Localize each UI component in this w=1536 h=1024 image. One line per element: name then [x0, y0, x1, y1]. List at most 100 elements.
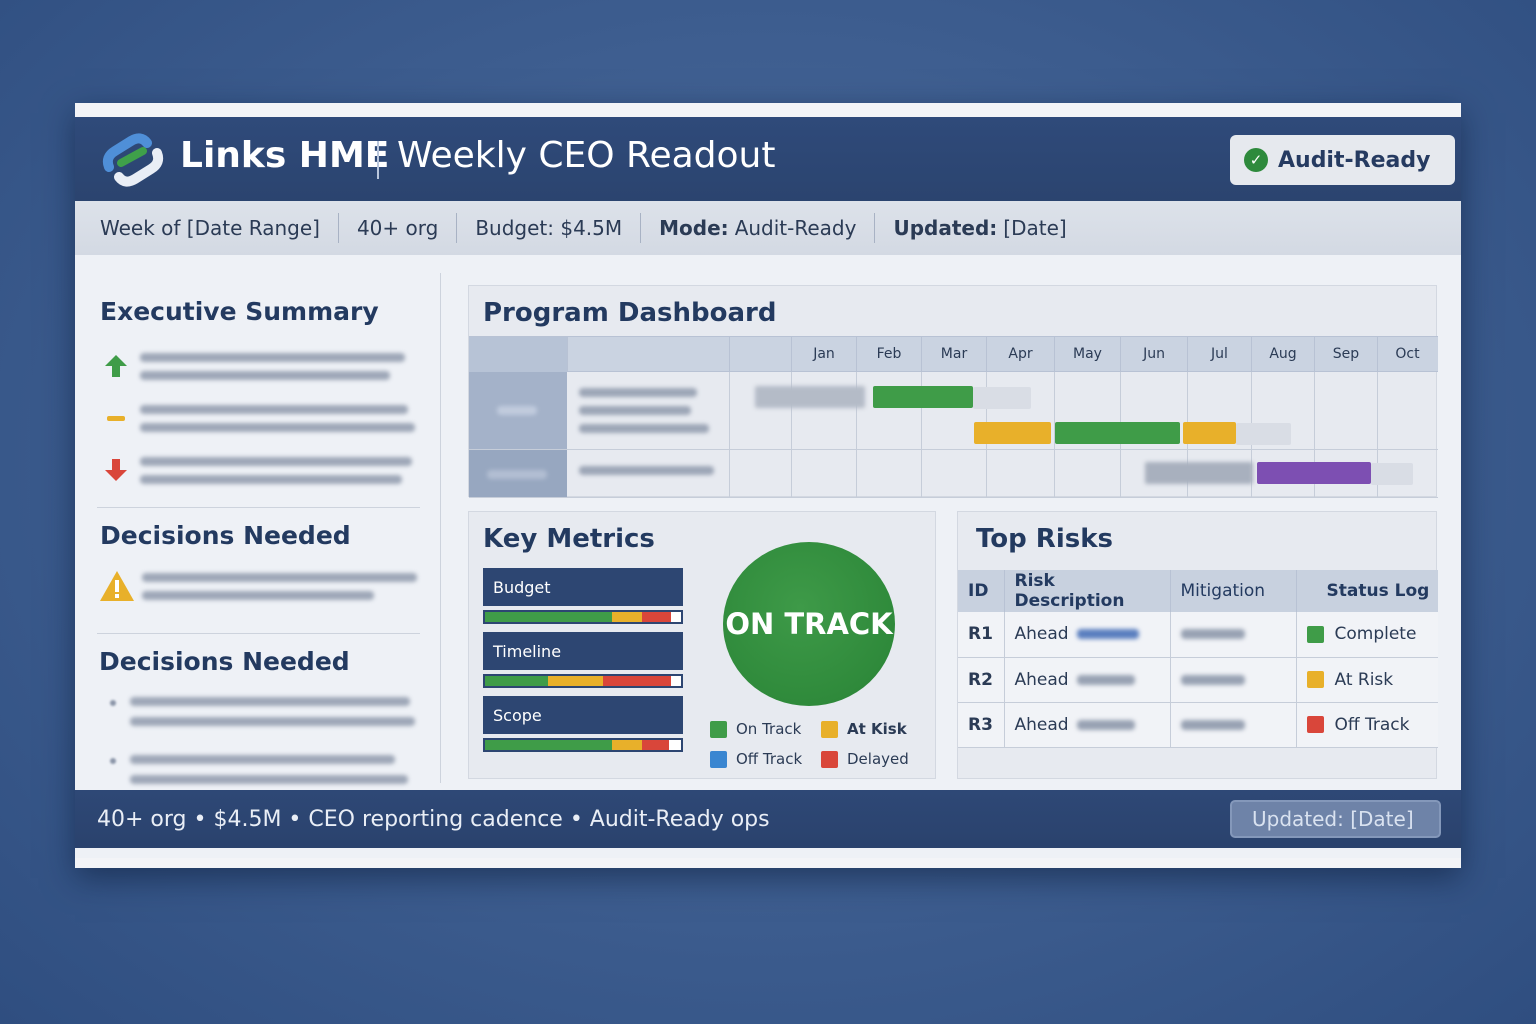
- metric-timeline[interactable]: Timeline: [483, 632, 683, 688]
- legend-off-track: Off Track: [710, 750, 802, 768]
- gantt-track: [1371, 463, 1413, 485]
- badge-label: Audit-Ready: [1278, 147, 1431, 173]
- legend-swatch: [710, 720, 727, 738]
- gantt-gridline: [1377, 372, 1378, 498]
- risk-status: At Risk: [1296, 657, 1438, 703]
- legend-label: At Kisk: [847, 720, 907, 738]
- gantt-chart: Jan Feb Mar Apr May Jun Jul Aug Sep Oct: [469, 336, 1438, 498]
- month-sep: Sep: [1314, 336, 1377, 372]
- gantt-blank-header: [729, 336, 791, 372]
- legend-delayed: Delayed: [821, 750, 909, 768]
- risk-description: Ahead: [1004, 612, 1171, 658]
- footer-summary: 40+ org • $4.5M • CEO reporting cadence …: [97, 806, 770, 832]
- top-risks-panel: Top Risks ID Risk Description Mitigation…: [957, 511, 1438, 779]
- metric-label: Budget: [483, 568, 683, 606]
- org-size-text: 40+ org: [356, 216, 439, 240]
- col-id[interactable]: ID: [958, 570, 1005, 612]
- gantt-row: [469, 450, 1438, 498]
- col-mitigation[interactable]: Mitigation: [1170, 570, 1297, 612]
- budget-info: Budget: $4.5M: [457, 213, 642, 243]
- gantt-gridline: [791, 372, 792, 498]
- month-aug: Aug: [1251, 336, 1314, 372]
- risk-desc-text: Ahead: [1014, 714, 1069, 735]
- top-risks-title: Top Risks: [976, 524, 1113, 554]
- section-divider: [97, 507, 420, 508]
- status-swatch: [1306, 625, 1324, 643]
- gantt-gridline: [1314, 372, 1315, 498]
- summary-item: [100, 349, 420, 389]
- risk-mitigation: [1170, 702, 1297, 748]
- page-title: Weekly CEO Readout: [397, 135, 776, 176]
- decisions-needed-title-2: Decisions Needed: [99, 647, 350, 676]
- decision-item: [100, 569, 420, 609]
- gantt-bar[interactable]: [755, 386, 865, 408]
- metric-scope[interactable]: Scope: [483, 696, 683, 752]
- risk-id: R3: [958, 702, 1005, 748]
- legend-label: On Track: [736, 720, 802, 738]
- brand-name: Links HME: [180, 135, 390, 176]
- mode-value: Audit-Ready: [734, 216, 857, 240]
- month-mar: Mar: [921, 336, 986, 372]
- header-bar: Links HME Weekly CEO Readout ✓ Audit-Rea…: [75, 117, 1461, 201]
- dash-icon: [107, 416, 125, 421]
- gantt-gridline: [921, 372, 922, 498]
- risk-mitigation: [1170, 612, 1297, 658]
- updated-value: [Date]: [1003, 216, 1067, 240]
- risk-mitigation: [1170, 657, 1297, 703]
- col-status-log[interactable]: Status Log: [1296, 570, 1438, 612]
- metric-status-bar: [483, 738, 683, 752]
- month-jun: Jun: [1120, 336, 1187, 372]
- gantt-gridline: [729, 372, 730, 498]
- gantt-gridline: [856, 372, 857, 498]
- summary-item: [100, 453, 420, 493]
- left-column: Executive Summary Decisions Needed: [75, 255, 440, 790]
- legend-swatch: [821, 720, 838, 738]
- status-text: At Risk: [1334, 669, 1394, 690]
- risk-status: Complete: [1296, 612, 1438, 658]
- readout-card: Links HME Weekly CEO Readout ✓ Audit-Rea…: [75, 103, 1461, 868]
- risks-header-row: ID Risk Description Mitigation Status Lo…: [958, 570, 1438, 612]
- program-dashboard: Program Dashboard Jan Feb Mar Apr May Jun Jul A…: [468, 285, 1438, 498]
- gantt-bar[interactable]: [1257, 462, 1371, 484]
- risk-description: Ahead: [1004, 702, 1171, 748]
- gantt-bar[interactable]: [974, 422, 1051, 444]
- gantt-bar[interactable]: [1183, 422, 1236, 444]
- status-text: Off Track: [1334, 714, 1410, 735]
- table-row[interactable]: R1 Ahead Complete: [958, 612, 1438, 658]
- gantt-bar[interactable]: [1145, 462, 1253, 484]
- metric-budget[interactable]: Budget: [483, 568, 683, 624]
- mode-label: Mode:: [659, 216, 729, 240]
- col-risk-description[interactable]: Risk Description: [1004, 570, 1171, 612]
- risk-description: Ahead: [1004, 657, 1171, 703]
- gantt-gridline: [1054, 372, 1055, 498]
- gantt-row-label: [469, 450, 567, 497]
- table-row[interactable]: R2 Ahead At Risk: [958, 657, 1438, 703]
- metric-status-bar: [483, 674, 683, 688]
- month-feb: Feb: [856, 336, 921, 372]
- gantt-bar[interactable]: [1055, 422, 1180, 444]
- gantt-bar[interactable]: [873, 386, 973, 408]
- risk-desc-text: Ahead: [1014, 624, 1069, 645]
- table-row[interactable]: R3 Ahead Off Track: [958, 702, 1438, 748]
- decisions-needed-title: Decisions Needed: [100, 521, 351, 550]
- metric-status-bar: [483, 610, 683, 624]
- key-metrics-title: Key Metrics: [483, 524, 655, 554]
- updated-label: Updated:: [893, 216, 998, 240]
- links-logo-icon: [102, 133, 164, 187]
- gantt-row-label: [469, 372, 567, 449]
- audit-ready-badge[interactable]: ✓ Audit-Ready: [1230, 135, 1455, 185]
- status-swatch: [1306, 716, 1324, 733]
- legend-on-track: On Track: [710, 720, 801, 738]
- arrow-down-icon: [105, 459, 127, 481]
- month-apr: Apr: [986, 336, 1054, 372]
- updated-badge: Updated: [Date]: [1230, 800, 1441, 838]
- updated-info: Updated: [Date]: [875, 213, 1084, 243]
- executive-summary-title: Executive Summary: [100, 297, 379, 326]
- gantt-track: [973, 387, 1031, 409]
- month-jan: Jan: [791, 336, 856, 372]
- status-text: Complete: [1334, 624, 1417, 645]
- program-dashboard-title: Program Dashboard: [483, 298, 777, 328]
- budget-text: Budget: $4.5M: [475, 216, 623, 240]
- meta-bar: Week of [Date Range] 40+ org Budget: $4.…: [75, 201, 1461, 255]
- month-jul: Jul: [1187, 336, 1251, 372]
